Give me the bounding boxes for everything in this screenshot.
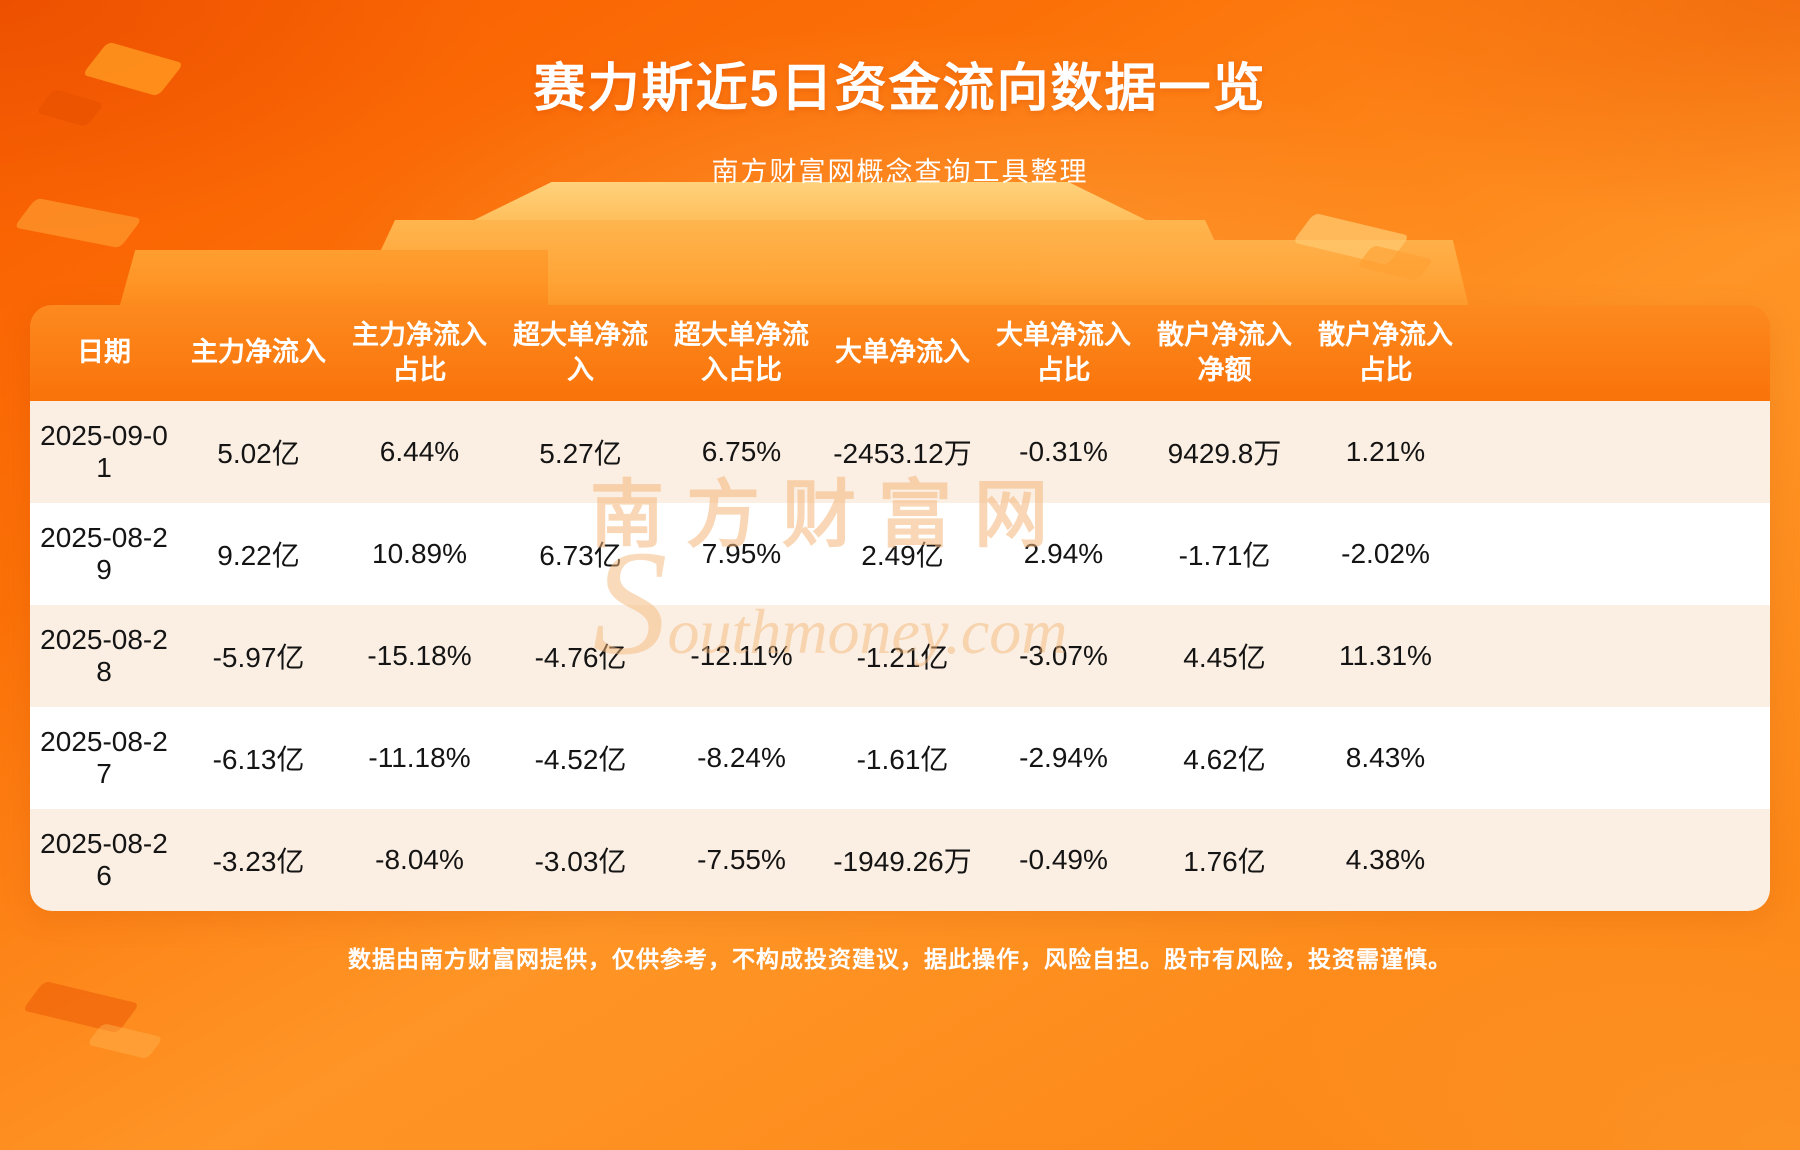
cell-date: 2025-08-29 [40, 522, 168, 585]
table-header-row: 日期 主力净流入 主力净流入占比 超大单净流入 超大单净流入占比 大单净流入 大… [30, 305, 1770, 401]
column-header-retail-net-amount: 散户净流入净额 [1157, 319, 1292, 385]
column-header-main-net-pct: 主力净流入占比 [352, 319, 487, 385]
cell-value: 6.73亿 [539, 540, 622, 571]
cell-value: 10.89% [372, 538, 467, 569]
streak-decoration [1356, 244, 1434, 282]
cell-value: -5.97亿 [212, 642, 305, 673]
cell-value: 4.38% [1345, 844, 1426, 875]
cell-value: -4.76亿 [534, 642, 627, 673]
column-header-xl-order-net: 超大单净流入 [513, 319, 648, 385]
cell-value: 6.75% [701, 436, 782, 467]
fund-flow-table: 日期 主力净流入 主力净流入占比 超大单净流入 超大单净流入占比 大单净流入 大… [30, 305, 1770, 911]
cell-date: 2025-08-28 [40, 624, 168, 687]
podium-front-decoration [350, 220, 1250, 316]
cell-value: -1.21亿 [856, 642, 949, 673]
cell-value: -2.02% [1341, 538, 1430, 569]
streak-decoration [22, 980, 140, 1034]
cell-value: 5.27亿 [539, 438, 622, 469]
column-header-large-order-pct: 大单净流入占比 [996, 319, 1131, 385]
cell-value: 9429.8万 [1167, 438, 1282, 469]
cell-value: 11.31% [1339, 640, 1432, 671]
page-title: 赛力斯近5日资金流向数据一览 [533, 60, 1267, 118]
cell-value: -3.07% [1019, 640, 1108, 671]
column-header-large-order-net: 大单净流入 [835, 337, 970, 368]
cell-value: 5.02亿 [217, 438, 300, 469]
column-header-main-net-inflow: 主力净流入 [191, 337, 326, 368]
page-subtitle: 南方财富网概念查询工具整理 [711, 157, 1089, 187]
cell-date: 2025-09-01 [40, 420, 168, 483]
cell-value: 1.76亿 [1183, 846, 1266, 877]
cell-value: -3.03亿 [534, 846, 627, 877]
cell-value: -1.61亿 [856, 744, 949, 775]
streak-decoration [13, 197, 143, 249]
cell-value: -1.71亿 [1178, 540, 1271, 571]
cell-value: -8.04% [375, 844, 464, 875]
podium-right-decoration [1040, 240, 1470, 312]
cell-value: 1.21% [1345, 436, 1426, 467]
cell-value: -2453.12万 [833, 438, 972, 469]
cell-value: -0.31% [1019, 436, 1108, 467]
cell-value: 6.44% [379, 436, 460, 467]
table-row: 2025-08-28 -5.97亿 -15.18% -4.76亿 -12.11%… [30, 605, 1770, 707]
cell-value: 9.22亿 [217, 540, 300, 571]
cell-value: -12.11% [690, 640, 793, 671]
streak-decoration [86, 1022, 164, 1060]
cell-value: -4.52亿 [534, 744, 627, 775]
streak-decoration [1292, 212, 1410, 266]
cell-value: -3.23亿 [212, 846, 305, 877]
cell-value: 2.94% [1023, 538, 1104, 569]
cell-value: 4.62亿 [1183, 744, 1266, 775]
cell-value: 7.95% [701, 538, 782, 569]
cell-value: -1949.26万 [833, 846, 972, 877]
cell-value: -7.55% [697, 844, 786, 875]
column-header-retail-net-pct: 散户净流入占比 [1318, 319, 1453, 385]
column-header-xl-order-pct: 超大单净流入占比 [674, 319, 809, 385]
table-row: 2025-08-26 -3.23亿 -8.04% -3.03亿 -7.55% -… [30, 809, 1770, 911]
cell-value: -6.13亿 [212, 744, 305, 775]
disclaimer: 数据由南方财富网提供，仅供参考，不构成投资建议，据此操作，风险自担。股市有风险，… [348, 946, 1452, 972]
cell-value: -2.94% [1019, 742, 1108, 773]
cell-value: -8.24% [697, 742, 786, 773]
cell-value: 4.45亿 [1183, 642, 1266, 673]
cell-value: 8.43% [1345, 742, 1426, 773]
cell-value: -15.18% [367, 640, 472, 671]
cell-date: 2025-08-27 [40, 726, 168, 789]
table-row: 2025-09-01 5.02亿 6.44% 5.27亿 6.75% -2453… [30, 401, 1770, 503]
podium-left-decoration [118, 250, 548, 312]
cell-value: 2.49亿 [861, 540, 944, 571]
cell-value: -11.18% [368, 742, 471, 773]
cell-value: -0.49% [1019, 844, 1108, 875]
column-header-date: 日期 [77, 337, 131, 368]
table-row: 2025-08-27 -6.13亿 -11.18% -4.52亿 -8.24% … [30, 707, 1770, 809]
table-row: 2025-08-29 9.22亿 10.89% 6.73亿 7.95% 2.49… [30, 503, 1770, 605]
cell-date: 2025-08-26 [40, 828, 168, 891]
